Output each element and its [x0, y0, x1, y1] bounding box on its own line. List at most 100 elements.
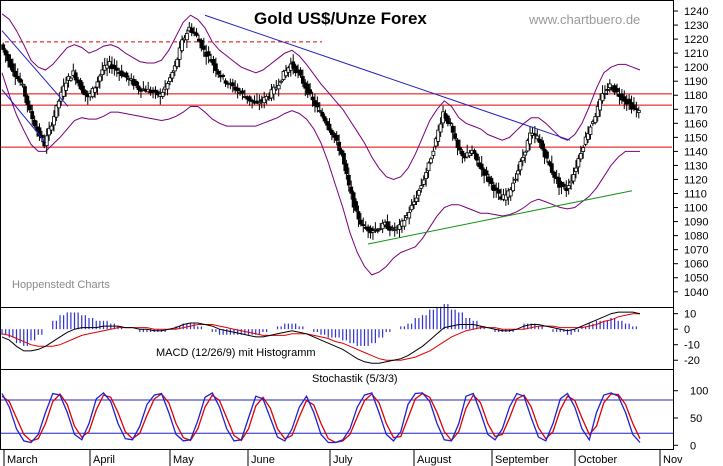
candle-body-213: [516, 170, 520, 175]
macd-signal-line: [1, 313, 640, 361]
candle-body-73: [177, 47, 182, 60]
candle-body-204: [494, 187, 499, 191]
candle-body-195: [472, 150, 477, 155]
candle-body-237: [574, 167, 578, 172]
candle-body-85: [206, 51, 211, 56]
candle-body-149: [361, 224, 366, 227]
candle-body-218: [528, 132, 532, 145]
candle-body-99: [240, 90, 245, 94]
candle-body-46: [112, 64, 117, 70]
candle-body-18: [44, 135, 49, 147]
candle-body-128: [310, 96, 315, 101]
candle-body-261: [632, 104, 636, 109]
candle-body-263: [636, 109, 641, 113]
chart-title: Gold US$/Unze Forex: [254, 9, 427, 28]
price-tick-label-0: 1040: [684, 287, 708, 299]
candle-body-180: [436, 129, 441, 142]
candle-body-92: [223, 80, 228, 84]
macd-panel: [1, 304, 641, 364]
candle-body-247: [598, 98, 603, 111]
candle-body-210: [508, 189, 513, 197]
month-axis: March April May June July August September Octo…: [3, 450, 683, 466]
candle-body-154: [373, 228, 378, 231]
price-tick-label-5: 1090: [684, 217, 708, 229]
candle-body-198: [479, 163, 484, 170]
candle-body-145: [351, 192, 356, 208]
candle-body-178: [431, 150, 436, 156]
candle-body-23: [56, 100, 61, 109]
candle-body-241: [583, 136, 588, 145]
month-label-1: April: [93, 454, 115, 466]
candle-body-63: [153, 89, 158, 92]
candle-body-211: [511, 182, 516, 192]
candle-body-193: [467, 152, 472, 157]
price-tick-label-7: 1110: [684, 189, 707, 201]
candle-body-134: [325, 121, 329, 126]
candle-body-243: [588, 126, 593, 135]
candle-body-157: [380, 222, 385, 230]
price-tick-label-10: 1140: [684, 146, 708, 158]
candle-body-127: [308, 89, 313, 94]
candle-body-136: [329, 130, 334, 135]
candle-body-89: [216, 70, 221, 75]
candle-body-104: [252, 101, 257, 104]
candle-body-188: [455, 139, 460, 149]
candle-body-216: [523, 151, 528, 156]
candle-body-143: [346, 174, 351, 186]
candle-body-33: [81, 85, 85, 94]
candle-body-106: [257, 102, 262, 105]
candle-body-30: [73, 72, 78, 81]
candle-body-76: [184, 32, 189, 41]
price-tick-label-14: 1180: [684, 90, 708, 102]
candle-body-28: [68, 77, 73, 81]
candle-body-223: [540, 140, 545, 150]
price-tick-label-18: 1220: [684, 34, 708, 46]
candle-body-26: [64, 82, 68, 91]
candle-body-114: [276, 84, 281, 90]
candle-body-181: [438, 123, 443, 133]
candle-body-20: [49, 125, 54, 131]
candle-body-102: [247, 96, 252, 102]
price-tick-label-19: 1230: [684, 20, 708, 32]
candle-body-227: [549, 163, 554, 173]
candle-body-138: [334, 135, 339, 141]
candle-body-148: [358, 219, 363, 225]
candle-body-248: [600, 92, 605, 102]
candle-body-190: [460, 150, 465, 157]
candle-body-3: [8, 58, 13, 68]
price-tick-label-6: 1100: [684, 203, 708, 215]
bollinger-lower: [1, 72, 640, 276]
candle-body-228: [552, 171, 557, 178]
candle-body-47: [114, 67, 119, 71]
candle-body-142: [344, 163, 349, 175]
macd-axis: 10 0 -10 -20: [674, 309, 700, 367]
candle-body-212: [513, 178, 518, 181]
candle-body-257: [622, 96, 627, 102]
website-label: www.chartbuero.de: [528, 12, 640, 27]
candle-body-9: [23, 86, 27, 97]
candle-body-185: [448, 122, 453, 125]
candle-body-132: [320, 111, 325, 117]
candle-body-91: [221, 75, 226, 77]
candle-body-19: [47, 127, 52, 136]
price-axis: 1040 1050 1060 1070 1080 1090 1100 1110 1120 1130…: [674, 6, 708, 299]
candle-body-245: [593, 116, 598, 124]
candle-body-133: [322, 116, 327, 122]
trendline-uptrend: [367, 190, 633, 245]
candle-body-6: [15, 75, 20, 80]
candle-body-56: [136, 85, 141, 91]
candle-body-44: [107, 61, 112, 67]
stochastic-tick-label-1: 50: [690, 413, 702, 425]
month-label-6: September: [495, 454, 549, 466]
candle-body-249: [603, 93, 607, 95]
candle-body-7: [18, 78, 23, 83]
candle-body-68: [165, 83, 170, 90]
candle-body-169: [409, 204, 414, 211]
candle-body-242: [586, 133, 590, 140]
month-label-0: March: [7, 454, 38, 466]
candle-body-34: [83, 90, 88, 96]
candle-body-124: [300, 76, 305, 84]
month-label-2: May: [173, 454, 194, 466]
candle-body-153: [371, 230, 375, 233]
candle-body-177: [429, 158, 433, 164]
